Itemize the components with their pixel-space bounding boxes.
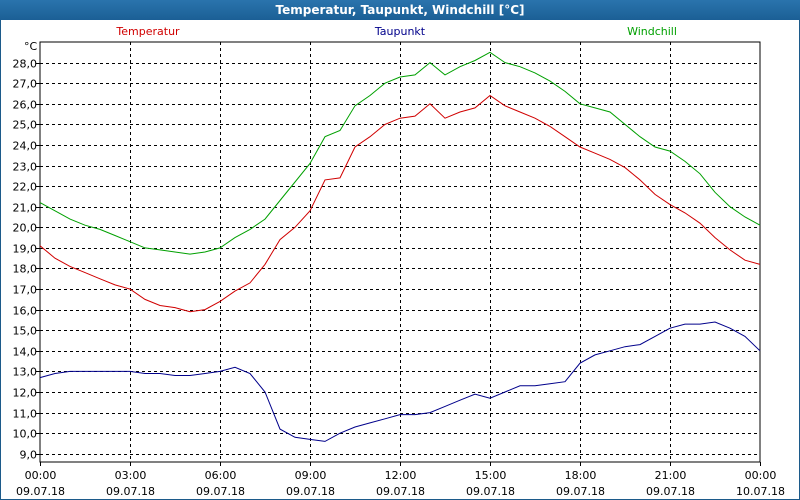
legend-entry: Taupunkt — [374, 25, 426, 38]
x-tick-time: 12:00 — [385, 469, 417, 482]
series-line-windchill — [39, 51, 761, 255]
y-tick-label: 18,0 — [13, 263, 38, 276]
y-tick-label: 23,0 — [13, 161, 38, 174]
y-tick-label: 22,0 — [13, 181, 38, 194]
x-tick-time: 18:00 — [565, 469, 597, 482]
y-tick-label: 13,0 — [13, 366, 38, 379]
x-tick-date: 09.07.18 — [196, 485, 245, 498]
legend-entry: Windchill — [627, 25, 677, 38]
series-line-taupunkt — [39, 321, 761, 442]
x-tick-date: 09.07.18 — [466, 485, 515, 498]
x-tick-time: 03:00 — [115, 469, 147, 482]
chart-title: Temperatur, Taupunkt, Windchill [°C] — [0, 0, 800, 20]
x-tick-date: 09.07.18 — [376, 485, 425, 498]
y-tick-label: 14,0 — [13, 346, 38, 359]
y-tick-label: 10,0 — [13, 428, 38, 441]
y-tick-label: 15,0 — [13, 325, 38, 338]
series-line-temperatur — [39, 94, 761, 313]
x-tick-time: 21:00 — [655, 469, 687, 482]
y-tick-label: 28,0 — [13, 58, 38, 71]
y-tick-label: 26,0 — [13, 99, 38, 112]
y-tick-label: 17,0 — [13, 284, 38, 297]
x-tick-date: 09.07.18 — [16, 485, 65, 498]
y-tick-label: 11,0 — [13, 408, 38, 421]
x-tick-time: 06:00 — [205, 469, 237, 482]
y-tick-label: 9,0 — [20, 449, 38, 462]
x-tick-date: 09.07.18 — [556, 485, 605, 498]
x-tick-date: 09.07.18 — [286, 485, 335, 498]
x-tick-date: 10.07.18 — [736, 485, 785, 498]
x-tick-time: 00:00 — [25, 469, 57, 482]
y-tick-label: 21,0 — [13, 202, 38, 215]
y-tick-label: 24,0 — [13, 140, 38, 153]
legend-entry: Temperatur — [115, 25, 180, 38]
x-tick-date: 09.07.18 — [106, 485, 155, 498]
x-tick-time: 00:00 — [745, 469, 777, 482]
x-tick-time: 15:00 — [475, 469, 507, 482]
y-tick-label: 20,0 — [13, 222, 38, 235]
y-tick-label: 25,0 — [13, 119, 38, 132]
x-tick-date: 09.07.18 — [646, 485, 695, 498]
y-axis-unit: °C — [24, 40, 38, 53]
y-tick-label: 27,0 — [13, 78, 38, 91]
y-tick-label: 12,0 — [13, 387, 38, 400]
y-tick-label: 16,0 — [13, 305, 38, 318]
x-tick-time: 09:00 — [295, 469, 327, 482]
y-tick-label: 19,0 — [13, 243, 38, 256]
